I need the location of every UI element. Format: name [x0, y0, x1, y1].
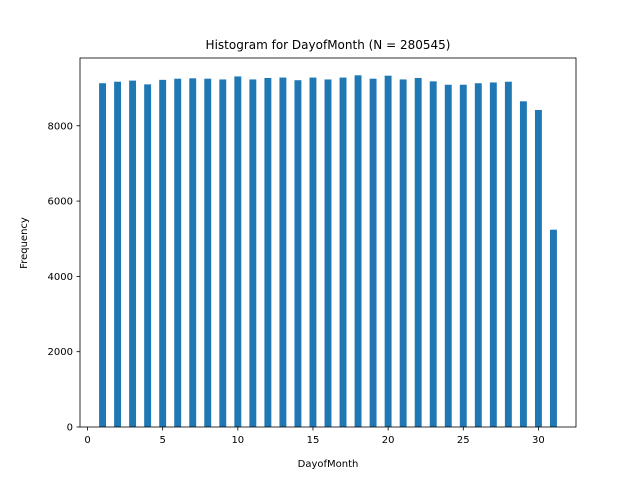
y-tick-label: 0 [67, 423, 73, 434]
histogram-bar-day-18 [354, 75, 362, 427]
histogram-bar-day-6 [174, 78, 182, 428]
histogram-bar-day-15 [309, 77, 317, 427]
x-tick-label: 25 [457, 435, 470, 446]
y-tick-label: 2000 [48, 347, 73, 358]
y-tick-label: 6000 [48, 197, 73, 208]
histogram-bar-day-16 [324, 79, 332, 428]
histogram-bar-day-21 [399, 79, 407, 428]
y-axis-ticks: 0 2000 4000 6000 8000 [48, 121, 80, 434]
histogram-bar-day-8 [204, 78, 212, 428]
histogram-bar-day-1 [99, 83, 106, 427]
histogram-bar-day-2 [114, 81, 122, 427]
histogram-bar-day-23 [429, 81, 437, 427]
x-tick-label: 20 [382, 435, 395, 446]
x-tick-label: 30 [532, 435, 545, 446]
histogram-bar-day-19 [369, 78, 377, 428]
histogram-bar-day-26 [474, 83, 482, 427]
y-axis-label: Frequency [19, 217, 30, 269]
histogram-bar-day-31 [550, 229, 557, 427]
histogram-bar-day-7 [189, 78, 197, 427]
histogram-bar-day-12 [264, 77, 272, 428]
y-tick-label: 8000 [48, 121, 73, 132]
x-tick-label: 15 [307, 435, 320, 446]
histogram-bar-day-20 [384, 75, 392, 427]
histogram-bar-day-25 [459, 84, 467, 427]
histogram-bar-day-28 [504, 81, 512, 427]
histogram-bar-day-24 [444, 84, 452, 427]
x-tick-label: 0 [84, 435, 90, 446]
histogram-bar-day-30 [534, 109, 542, 428]
bars-group [99, 75, 557, 428]
histogram-bar-day-27 [489, 82, 497, 427]
histogram-bar-day-14 [294, 80, 302, 427]
y-tick-label: 4000 [48, 272, 73, 283]
histogram-bar-day-10 [234, 76, 242, 427]
histogram-bar-day-9 [219, 79, 227, 428]
histogram-bar-day-4 [144, 84, 152, 428]
histogram-bar-day-22 [414, 77, 422, 428]
x-tick-label: 10 [231, 435, 244, 446]
histogram-bar-day-13 [279, 77, 287, 427]
histogram-bar-day-29 [519, 101, 527, 428]
chart-title: Histogram for DayofMonth (N = 280545) [206, 38, 451, 52]
histogram-bar-day-3 [129, 80, 137, 427]
x-axis-label: DayofMonth [298, 459, 359, 470]
plot-area-frame [79, 57, 577, 428]
histogram-bar-day-17 [339, 77, 347, 427]
x-axis-ticks: 0 5 10 15 20 25 30 [84, 427, 545, 446]
histogram-bar-day-5 [159, 79, 167, 427]
histogram-bar-day-11 [249, 79, 257, 428]
x-tick-label: 5 [159, 435, 165, 446]
